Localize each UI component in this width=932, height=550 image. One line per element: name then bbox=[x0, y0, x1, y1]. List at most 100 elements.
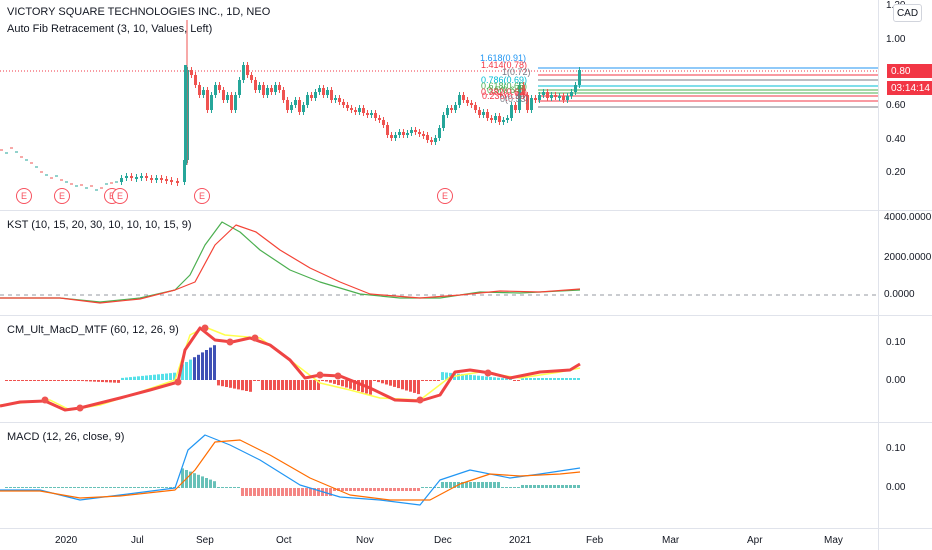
macd-histogram-bar bbox=[445, 482, 448, 488]
macd-title[interactable]: MACD (12, 26, close, 9) bbox=[7, 431, 125, 443]
macd-histogram-bar bbox=[409, 488, 412, 491]
macd-histogram-bar bbox=[573, 485, 576, 488]
cm-cross-dot bbox=[484, 369, 492, 377]
macd-axis[interactable]: 0.10 0.00 bbox=[886, 443, 906, 493]
macd-histogram-bar bbox=[165, 487, 168, 488]
kst-axis[interactable]: 4000.0000 2000.0000 0.0000 bbox=[884, 212, 932, 300]
price-candle bbox=[462, 95, 465, 100]
currency-button[interactable]: CAD bbox=[893, 4, 922, 22]
macd-histogram-bar bbox=[245, 488, 248, 496]
macd-histogram-bar bbox=[233, 487, 236, 488]
cm-histogram-bar bbox=[393, 380, 396, 387]
price-candle bbox=[562, 96, 565, 100]
earnings-marker[interactable]: E bbox=[437, 188, 453, 204]
price-candle bbox=[570, 92, 573, 96]
macd-histogram-bar bbox=[333, 488, 336, 491]
cm-histogram-bar bbox=[185, 362, 188, 380]
price-candle bbox=[506, 118, 509, 120]
cm-histogram-bar bbox=[389, 380, 392, 386]
fib-indicator-title[interactable]: Auto Fib Retracement (3, 10, Values, Lef… bbox=[7, 23, 213, 35]
macd-histogram-bar bbox=[137, 487, 140, 488]
cm-histogram-bar bbox=[9, 380, 12, 381]
macd-histogram-bar bbox=[241, 488, 244, 496]
macd-histogram-bar bbox=[329, 488, 332, 496]
price-candle bbox=[414, 130, 417, 132]
cm-histogram-bar bbox=[493, 377, 496, 380]
time-axis[interactable]: 2020 Jul Sep Oct Nov Dec 2021 Feb Mar Ap… bbox=[55, 535, 843, 546]
macd-histogram-bar bbox=[221, 487, 224, 488]
kst-series bbox=[0, 221, 581, 304]
macd-histogram-bar bbox=[157, 487, 160, 488]
cm-histogram-bar bbox=[25, 380, 28, 381]
cm-histogram-bar bbox=[533, 378, 536, 380]
macd-histogram-bar bbox=[357, 488, 360, 491]
price-candle bbox=[574, 85, 577, 92]
cm-histogram-bar bbox=[309, 380, 312, 390]
macd-histogram-bar bbox=[117, 487, 120, 488]
price-candles bbox=[0, 20, 581, 191]
macd-histogram-bar bbox=[145, 487, 148, 488]
macd-histogram-bar bbox=[69, 487, 72, 488]
cm-histogram-bar bbox=[473, 375, 476, 380]
price-candle bbox=[234, 95, 237, 110]
symbol-title[interactable]: VICTORY SQUARE TECHNOLOGIES INC., 1D, NE… bbox=[7, 6, 271, 18]
macd-histogram-bar bbox=[513, 487, 516, 488]
macd-histogram-bar bbox=[281, 488, 284, 496]
price-candle bbox=[474, 105, 477, 110]
price-candle bbox=[378, 118, 381, 120]
macd-histogram-bar bbox=[293, 488, 296, 496]
macd-histogram-bar bbox=[365, 488, 368, 491]
macd-tick: 0.10 bbox=[886, 443, 906, 454]
kst-title[interactable]: KST (10, 15, 20, 30, 10, 10, 10, 15, 9) bbox=[7, 219, 192, 231]
macd-histogram-bar bbox=[349, 488, 352, 491]
cm-macd-title[interactable]: CM_Ult_MacD_MTF (60, 12, 26, 9) bbox=[7, 324, 179, 336]
price-candle bbox=[394, 135, 397, 138]
cm-histogram-bar bbox=[45, 380, 48, 381]
cm-histogram-bar bbox=[253, 380, 256, 381]
fib-label: 0.786(0.69) bbox=[481, 75, 528, 85]
cm-histogram-bar bbox=[525, 378, 528, 380]
earnings-marker[interactable]: E bbox=[16, 188, 32, 204]
cm-histogram-bar bbox=[521, 378, 524, 380]
price-candle bbox=[314, 92, 317, 98]
cm-histogram-bar bbox=[297, 380, 300, 390]
earnings-marker[interactable]: E bbox=[194, 188, 210, 204]
macd-histogram-bar bbox=[421, 487, 424, 488]
cm-histogram-bar bbox=[293, 380, 296, 390]
price-candle bbox=[170, 180, 173, 182]
cm-axis[interactable]: 0.10 0.00 bbox=[886, 337, 906, 386]
cm-histogram-bar bbox=[149, 375, 152, 380]
macd-histogram-bar bbox=[525, 485, 528, 488]
cm-histogram-bar bbox=[33, 380, 36, 381]
cm-histogram-bar bbox=[545, 378, 548, 380]
macd-histogram-bar bbox=[305, 488, 308, 496]
price-candle bbox=[150, 178, 153, 180]
macd-histogram-bar bbox=[489, 482, 492, 488]
cm-histogram-bar bbox=[5, 380, 8, 381]
fib-label: 1.618(0.91) bbox=[480, 53, 527, 63]
cm-histogram-bar bbox=[17, 380, 20, 381]
cm-histogram-bar bbox=[425, 380, 428, 381]
price-candle bbox=[442, 115, 445, 128]
macd-histogram-bar bbox=[57, 487, 60, 488]
price-candle bbox=[135, 177, 138, 179]
macd-histogram-bar bbox=[545, 485, 548, 488]
cm-histogram-bar bbox=[313, 380, 316, 390]
price-candle bbox=[262, 85, 265, 95]
price-candle bbox=[346, 105, 349, 108]
cm-cross-dot bbox=[226, 338, 234, 346]
macd-histogram-bar bbox=[341, 488, 344, 491]
macd-histogram-bar bbox=[397, 488, 400, 491]
earnings-marker[interactable]: E bbox=[54, 188, 70, 204]
macd-histogram-bar bbox=[121, 487, 124, 488]
cm-histogram-bar bbox=[305, 380, 308, 390]
macd-histogram-bar bbox=[133, 487, 136, 488]
earnings-marker[interactable]: E bbox=[112, 188, 128, 204]
cm-histogram-bar bbox=[277, 380, 280, 390]
cm-histogram-bar bbox=[209, 347, 212, 380]
macd-histogram-bar bbox=[561, 485, 564, 488]
macd-histogram-bar bbox=[469, 482, 472, 488]
macd-tick: 0.00 bbox=[886, 482, 906, 493]
cm-histogram-bar bbox=[145, 375, 148, 380]
